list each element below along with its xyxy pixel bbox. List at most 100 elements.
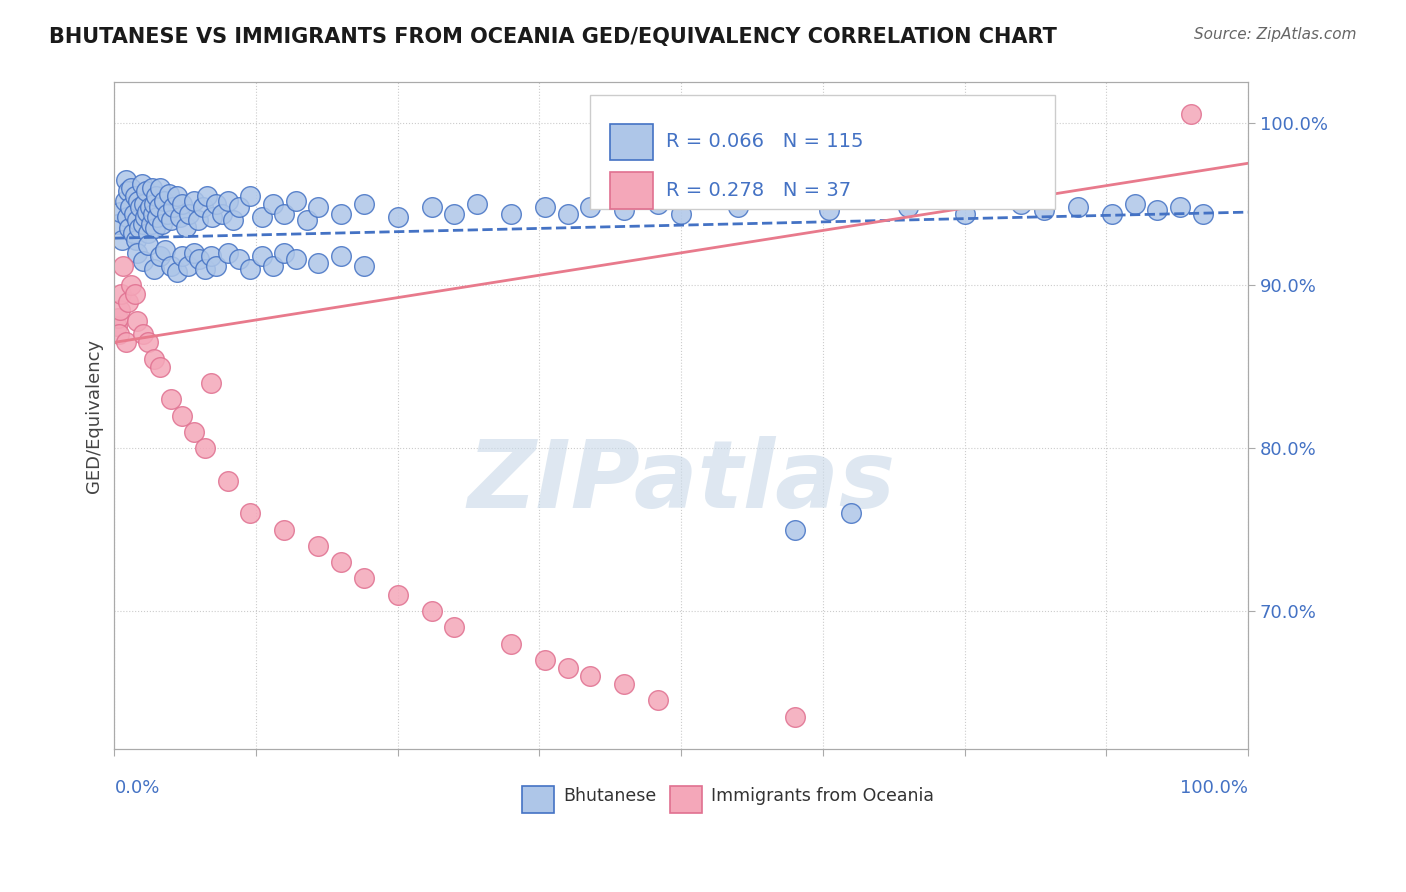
Point	[465, 197, 488, 211]
Point	[387, 588, 409, 602]
Point	[191, 200, 214, 214]
Point	[183, 194, 205, 208]
Text: R = 0.066   N = 115: R = 0.066 N = 115	[666, 133, 863, 152]
Point	[273, 245, 295, 260]
FancyBboxPatch shape	[610, 172, 652, 209]
Point	[228, 252, 250, 267]
Point	[353, 259, 375, 273]
Point	[148, 200, 170, 214]
Point	[132, 217, 155, 231]
Point	[295, 213, 318, 227]
Point	[669, 207, 692, 221]
Point	[387, 210, 409, 224]
Point	[155, 207, 177, 221]
Point	[143, 262, 166, 277]
Point	[157, 187, 180, 202]
FancyBboxPatch shape	[610, 124, 652, 161]
Point	[125, 233, 148, 247]
Point	[138, 237, 160, 252]
Point	[307, 200, 329, 214]
Point	[136, 205, 159, 219]
Point	[134, 210, 156, 224]
Point	[120, 180, 142, 194]
Text: Immigrants from Oceania: Immigrants from Oceania	[710, 787, 934, 805]
Point	[613, 203, 636, 218]
Point	[149, 359, 172, 374]
Point	[117, 294, 139, 309]
Point	[194, 262, 217, 277]
Point	[108, 302, 131, 317]
Point	[150, 217, 173, 231]
Point	[143, 197, 166, 211]
Point	[145, 189, 167, 203]
Text: 0.0%: 0.0%	[114, 780, 160, 797]
Point	[125, 245, 148, 260]
Point	[1191, 207, 1213, 221]
Text: 100.0%: 100.0%	[1180, 780, 1249, 797]
Point	[127, 194, 149, 208]
FancyBboxPatch shape	[591, 95, 1056, 209]
Point	[183, 245, 205, 260]
Point	[647, 693, 669, 707]
Point	[187, 213, 209, 227]
Y-axis label: GED/Equivalency: GED/Equivalency	[86, 339, 103, 492]
Point	[420, 604, 443, 618]
Point	[138, 227, 160, 241]
Point	[121, 227, 143, 241]
Point	[177, 259, 200, 273]
Point	[138, 335, 160, 350]
Point	[217, 474, 239, 488]
Text: ZIPatlas: ZIPatlas	[467, 436, 896, 528]
Point	[132, 254, 155, 268]
Point	[443, 207, 465, 221]
Point	[1067, 200, 1090, 214]
Point	[353, 571, 375, 585]
Point	[160, 259, 183, 273]
Point	[443, 620, 465, 634]
Point	[217, 245, 239, 260]
Point	[307, 255, 329, 269]
Point	[166, 265, 188, 279]
Point	[155, 243, 177, 257]
Point	[200, 376, 222, 390]
Point	[166, 189, 188, 203]
Point	[117, 184, 139, 198]
Point	[107, 217, 129, 231]
Point	[111, 233, 134, 247]
Point	[114, 194, 136, 208]
Point	[108, 205, 131, 219]
Point	[250, 249, 273, 263]
Point	[172, 197, 194, 211]
Point	[239, 506, 262, 520]
Point	[228, 200, 250, 214]
Point	[579, 200, 602, 214]
Point	[174, 219, 197, 234]
Point	[307, 539, 329, 553]
Point	[128, 221, 150, 235]
Point	[172, 409, 194, 423]
Point	[1032, 203, 1054, 218]
Point	[420, 200, 443, 214]
Point	[647, 197, 669, 211]
Point	[205, 197, 228, 211]
Point	[613, 677, 636, 691]
Point	[114, 172, 136, 186]
Point	[250, 210, 273, 224]
Point	[120, 200, 142, 214]
Point	[141, 180, 163, 194]
Point	[205, 259, 228, 273]
Point	[222, 213, 245, 227]
Point	[149, 180, 172, 194]
Point	[129, 200, 152, 214]
Point	[1146, 203, 1168, 218]
Point	[330, 555, 353, 569]
Point	[201, 210, 224, 224]
Point	[579, 669, 602, 683]
Point	[139, 217, 162, 231]
Point	[273, 207, 295, 221]
Point	[534, 653, 557, 667]
Point	[727, 200, 749, 214]
Point	[132, 197, 155, 211]
Text: Source: ZipAtlas.com: Source: ZipAtlas.com	[1194, 27, 1357, 42]
Point	[211, 207, 233, 221]
